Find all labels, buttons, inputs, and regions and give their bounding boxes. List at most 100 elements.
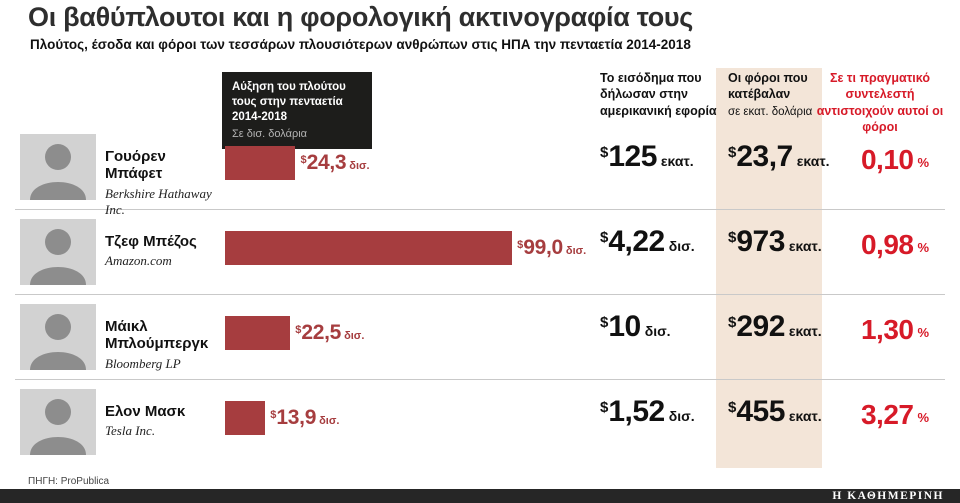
currency-symbol: $	[517, 239, 524, 251]
wealth-bar	[225, 401, 266, 435]
column-header-income: Το εισόδημα που δήλωσαν στην αμερικανική…	[600, 71, 717, 118]
photo-michael-bloomberg	[20, 304, 96, 370]
currency-symbol: $	[728, 229, 737, 246]
wealth-bar-group: $24,3 δισ.	[225, 146, 370, 180]
wealth-bar-label: $22,5 δισ.	[295, 321, 364, 345]
photo-jeff-bezos	[20, 219, 96, 285]
taxes-paid: $973 εκατ.	[728, 225, 822, 259]
income-value: 4,22	[608, 225, 665, 258]
currency-symbol: $	[728, 399, 737, 416]
row-jeff-bezos: Τζεφ Μπέζος Amazon.com $99,0 δισ. $4,22 δι…	[15, 210, 945, 295]
row-warren-buffett: Γουόρεν Μπάφετ Berkshire Hathaway Inc. $…	[15, 125, 945, 217]
column-header-taxes: Οι φόροι που κατέβαλαν σε εκατ. δολάρια	[728, 70, 822, 119]
wealth-value: 99,0	[523, 236, 563, 259]
currency-symbol: $	[728, 314, 737, 331]
person-company: Tesla Inc.	[105, 423, 156, 439]
tax-value: 292	[736, 310, 785, 343]
source-credit: ΠΗΓΗ: ProPublica	[28, 476, 110, 487]
rate-value: 1,30	[860, 314, 914, 345]
income-value: 1,52	[608, 395, 665, 428]
effective-tax-rate: 3,27%	[827, 399, 960, 431]
currency-symbol: $	[600, 144, 609, 161]
taxes-column-background	[716, 68, 822, 468]
declared-income: $125 εκατ.	[600, 140, 694, 174]
person-name: Ελον Μασκ	[105, 403, 186, 420]
rate-value: 3,27	[860, 399, 914, 430]
wealth-value: 13,9	[276, 406, 317, 429]
wealth-unit: δισ.	[349, 160, 370, 172]
wealth-bar-label: $13,9 δισ.	[270, 406, 339, 430]
page-subtitle: Πλούτος, έσοδα και φόροι των τεσσάρων πλ…	[30, 37, 691, 52]
person-company: Amazon.com	[105, 253, 172, 269]
photo-elon-musk	[20, 389, 96, 455]
tax-unit: εκατ.	[788, 408, 822, 424]
wealth-bar-group: $99,0 δισ.	[225, 231, 586, 265]
wealth-bar	[225, 231, 513, 265]
tax-unit: εκατ.	[788, 323, 822, 339]
income-unit: δισ.	[644, 323, 671, 339]
person-info: Μάικλ Μπλούμπεργκ Bloomberg LP	[105, 318, 223, 372]
taxes-paid: $292 εκατ.	[728, 310, 822, 344]
rate-unit: %	[917, 155, 930, 170]
income-unit: δισ.	[668, 408, 695, 424]
row-michael-bloomberg: Μάικλ Μπλούμπεργκ Bloomberg LP $22,5 δισ.…	[15, 295, 945, 380]
tax-value: 23,7	[736, 140, 793, 173]
photo-warren-buffett	[20, 134, 96, 200]
currency-symbol: $	[270, 409, 277, 421]
tax-value: 455	[736, 395, 785, 428]
taxes-paid: $455 εκατ.	[728, 395, 822, 429]
column-header-taxes-sub: σε εκατ. δολάρια	[728, 105, 813, 118]
declared-income: $4,22 δισ.	[600, 225, 695, 259]
column-header-rate: Σε τι πραγματικό συντελεστή αντιστοιχούν…	[816, 71, 944, 134]
currency-symbol: $	[728, 144, 737, 161]
tax-unit: εκατ.	[796, 153, 830, 169]
wealth-bar-group: $22,5 δισ.	[225, 316, 364, 350]
rate-unit: %	[917, 325, 930, 340]
brand-bar: Η ΚΑΘΗΜΕΡΙΝΗ	[0, 489, 960, 503]
person-name: Τζεφ Μπέζος	[105, 233, 197, 250]
person-name: Μάικλ Μπλούμπεργκ	[105, 318, 209, 353]
person-info: Ελον Μασκ Tesla Inc.	[105, 403, 223, 439]
wealth-unit: δισ.	[319, 415, 340, 427]
person-silhouette-icon	[30, 229, 86, 285]
currency-symbol: $	[295, 324, 302, 336]
kathimerini-logo: Η ΚΑΘΗΜΕΡΙΝΗ	[832, 490, 944, 502]
income-value: 125	[608, 140, 657, 173]
effective-tax-rate: 0,10%	[827, 144, 960, 176]
effective-tax-rate: 0,98%	[827, 229, 960, 261]
column-header-taxes-main: Οι φόροι που κατέβαλαν	[728, 71, 808, 102]
income-unit: δισ.	[668, 238, 695, 254]
income-unit: εκατ.	[660, 153, 694, 169]
row-elon-musk: Ελον Μασκ Tesla Inc. $13,9 δισ. $1,52 δισ.…	[15, 380, 945, 465]
person-silhouette-icon	[30, 144, 86, 200]
person-info: Τζεφ Μπέζος Amazon.com	[105, 233, 223, 269]
rate-unit: %	[917, 240, 930, 255]
person-silhouette-icon	[30, 399, 86, 455]
person-silhouette-icon	[30, 314, 86, 370]
person-name: Γουόρεν Μπάφετ	[105, 148, 166, 183]
callout-subtext: Σε δισ. δολάρια	[232, 127, 308, 140]
person-info: Γουόρεν Μπάφετ Berkshire Hathaway Inc.	[105, 148, 223, 218]
wealth-unit: δισ.	[344, 330, 365, 342]
wealth-bar	[225, 146, 296, 180]
wealth-unit: δισ.	[565, 245, 587, 257]
currency-symbol: $	[600, 314, 609, 331]
tax-value: 973	[736, 225, 785, 258]
rate-value: 0,10	[860, 144, 914, 175]
wealth-value: 22,5	[301, 321, 342, 344]
currency-symbol: $	[600, 399, 609, 416]
wealth-value: 24,3	[306, 151, 347, 174]
wealth-bar-group: $13,9 δισ.	[225, 401, 339, 435]
wealth-bar-label: $99,0 δισ.	[517, 236, 586, 260]
callout-text: Αύξηση του πλούτου τους στην πενταετία 2…	[232, 81, 346, 123]
tax-unit: εκατ.	[788, 238, 822, 254]
effective-tax-rate: 1,30%	[827, 314, 960, 346]
declared-income: $1,52 δισ.	[600, 395, 695, 429]
currency-symbol: $	[600, 229, 609, 246]
person-company: Bloomberg LP	[105, 355, 181, 371]
declared-income: $10 δισ.	[600, 310, 671, 344]
rate-value: 0,98	[860, 229, 914, 260]
rate-unit: %	[917, 410, 930, 425]
wealth-bar	[225, 316, 291, 350]
